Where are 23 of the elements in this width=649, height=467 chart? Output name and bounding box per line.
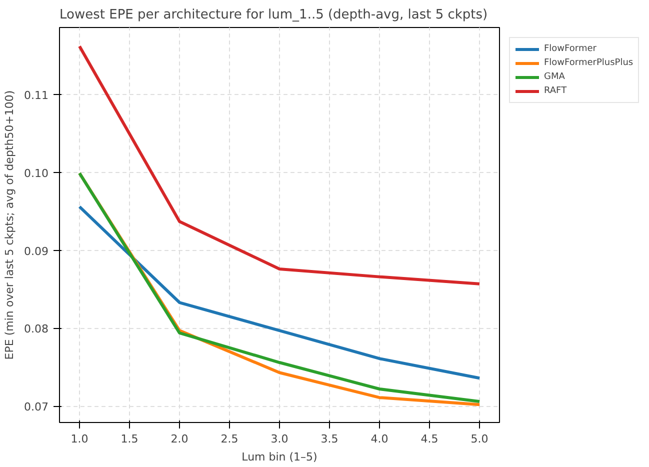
y-tick-label: 0.09 <box>24 244 49 258</box>
x-tick-label: 1.0 <box>70 432 88 446</box>
x-tick-label: 3.5 <box>320 432 338 446</box>
x-tick-label: 3.0 <box>270 432 288 446</box>
x-tick-label: 1.5 <box>120 432 138 446</box>
y-tick-label: 0.08 <box>24 322 49 336</box>
legend-label: FlowFormer <box>544 44 596 54</box>
line-series <box>78 205 481 380</box>
x-axis-title: Lum bin (1–5) <box>242 450 318 464</box>
legend-label: GMA <box>544 72 565 82</box>
y-tick-label: 0.07 <box>24 400 49 414</box>
legend-label: FlowFormerPlusPlus <box>544 58 634 68</box>
x-tick-label: 2.0 <box>170 432 188 446</box>
y-tick-label: 0.10 <box>24 166 49 180</box>
x-tick-label: 4.5 <box>420 432 438 446</box>
chart-title: Lowest EPE per architecture for lum_1..5 (depth-avg, last 5 ckpts) <box>60 8 488 22</box>
x-tick-label: 2.5 <box>220 432 238 446</box>
x-tick-label: 4.0 <box>370 432 388 446</box>
y-tick-label: 0.11 <box>24 89 49 102</box>
line-series <box>78 44 481 286</box>
y-axis-title: EPE (min over last 5 ckpts; avg of depth50+100) <box>3 90 16 360</box>
legend-label: RAFT <box>544 86 567 96</box>
x-tick-label: 5.0 <box>470 432 488 446</box>
